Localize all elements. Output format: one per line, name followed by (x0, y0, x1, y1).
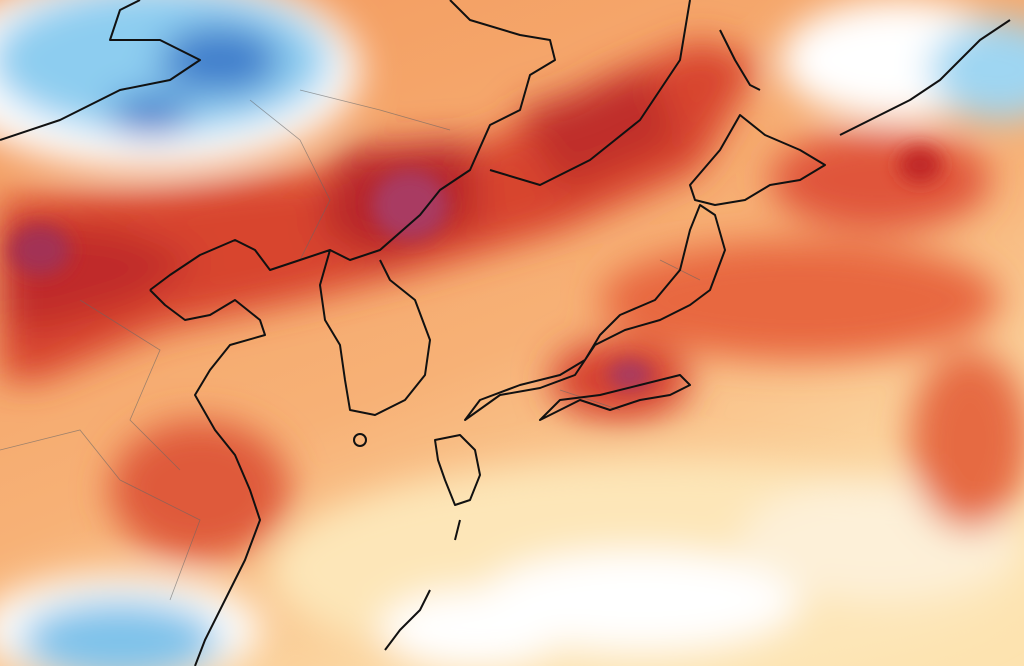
borders (0, 89, 701, 601)
hot-spots (10, 147, 942, 390)
